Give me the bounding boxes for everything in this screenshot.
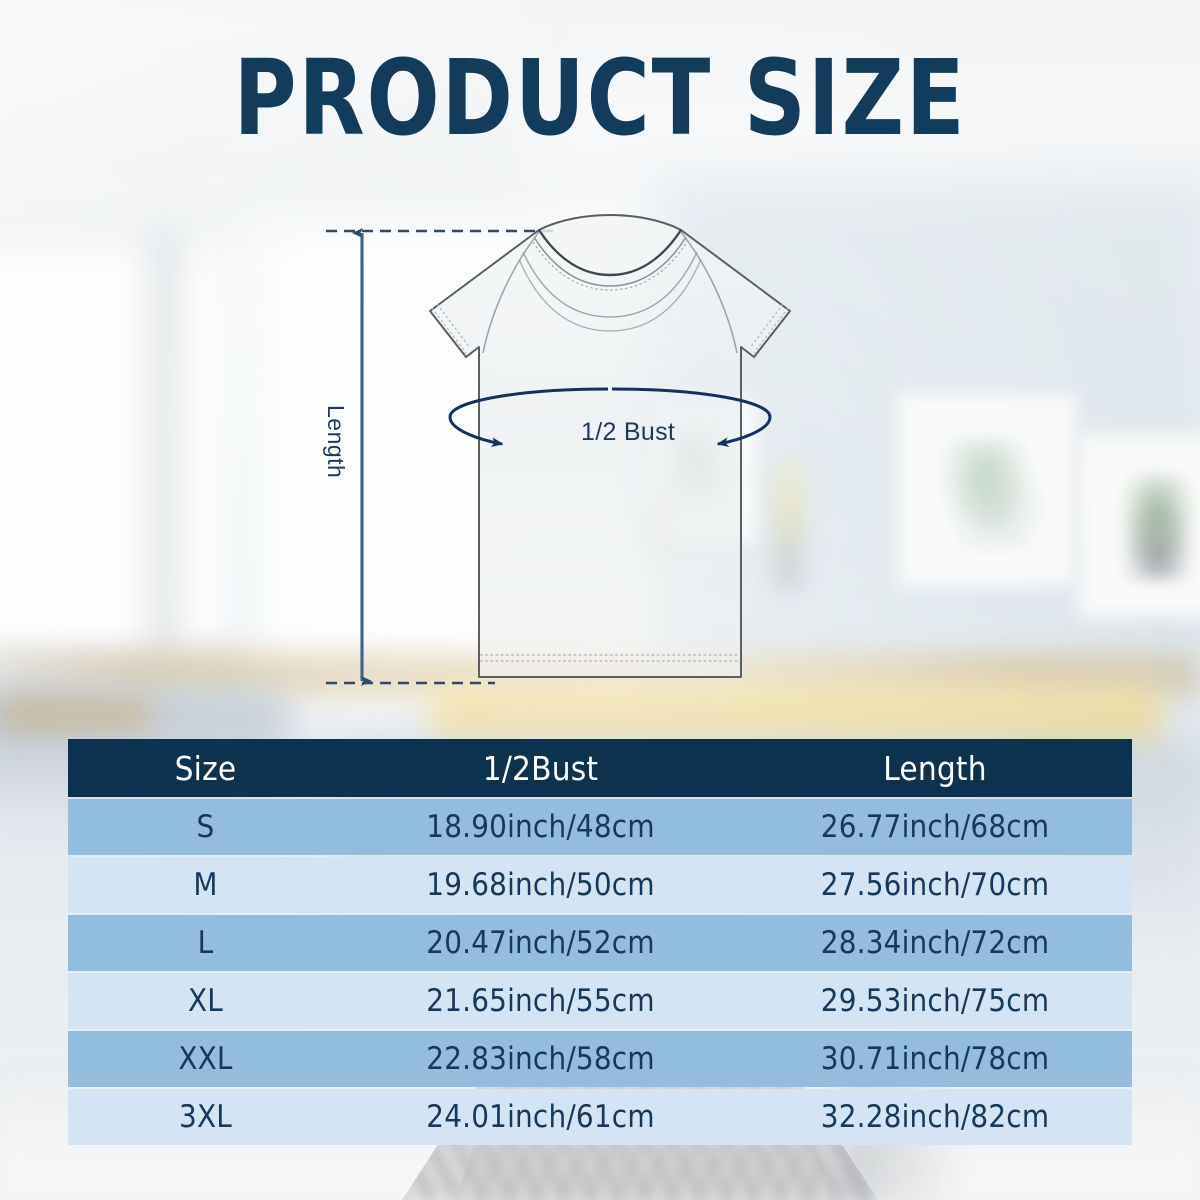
cell-length: 26.77inch/68cm (738, 799, 1132, 855)
length-measurement-label: Length (323, 405, 349, 479)
cell-size: L (68, 915, 343, 971)
table-header-row: Size 1/2Bust Length (68, 739, 1132, 797)
column-header-length: Length (738, 739, 1132, 797)
background-window-frame (150, 230, 180, 690)
cell-length: 28.34inch/72cm (738, 915, 1132, 971)
tshirt-cuff-stitch-right-b (749, 303, 784, 349)
tshirt-armhole-right (680, 231, 738, 354)
table-body: S 18.90inch/48cm 26.77inch/68cm M 19.68i… (68, 799, 1132, 1145)
cell-length: 27.56inch/70cm (738, 857, 1132, 913)
cell-bust: 19.68inch/50cm (343, 857, 738, 913)
bust-arc-right (611, 387, 772, 448)
tshirt-collar-band-1 (533, 236, 687, 287)
cell-bust: 21.65inch/55cm (343, 973, 738, 1029)
cell-size: M (68, 857, 343, 913)
size-chart-table: Size 1/2Bust Length S 18.90inch/48cm 26.… (68, 737, 1132, 1147)
tshirt-cuff-stitch-right-a (753, 307, 789, 354)
tshirt-diagram (320, 205, 900, 715)
column-header-bust: 1/2Bust (343, 739, 738, 797)
table-row: L 20.47inch/52cm 28.34inch/72cm (68, 915, 1132, 971)
cell-length: 29.53inch/75cm (738, 973, 1132, 1029)
table-header: Size 1/2Bust Length (68, 739, 1132, 797)
cell-bust: 22.83inch/58cm (343, 1031, 738, 1087)
background-decor-object-2 (760, 460, 816, 590)
background-picture-art-2 (935, 440, 1045, 550)
table-row: S 18.90inch/48cm 26.77inch/68cm (68, 799, 1132, 855)
tshirt-inner-neck-2 (518, 258, 702, 332)
table-row: 3XL 24.01inch/61cm 32.28inch/82cm (68, 1089, 1132, 1145)
cell-size: S (68, 799, 343, 855)
tshirt-silhouette (429, 214, 791, 678)
column-header-size: Size (68, 739, 343, 797)
cell-length: 30.71inch/78cm (738, 1031, 1132, 1087)
cell-bust: 18.90inch/48cm (343, 799, 738, 855)
background-picture-art-3 (1110, 475, 1200, 580)
page-title: PRODUCT SIZE (233, 37, 967, 159)
tshirt-armhole-left (482, 231, 540, 354)
background-window (0, 250, 230, 670)
bust-measurement-label: 1/2 Bust (581, 418, 676, 446)
tshirt-neckline-outer (537, 229, 683, 277)
table-row: XL 21.65inch/55cm 29.53inch/75cm (68, 973, 1132, 1029)
table-row: M 19.68inch/50cm 27.56inch/70cm (68, 857, 1132, 913)
cell-length: 32.28inch/82cm (738, 1089, 1132, 1145)
cell-size: XL (68, 973, 343, 1029)
tshirt-cuff-stitch-left-b (436, 303, 471, 349)
cell-size: XXL (68, 1031, 343, 1087)
cell-size: 3XL (68, 1089, 343, 1145)
tshirt-cuff-stitch-left-a (431, 307, 467, 354)
cell-bust: 20.47inch/52cm (343, 915, 738, 971)
tshirt-inner-neck-1 (522, 251, 698, 318)
tshirt-collar-stitching (532, 241, 688, 291)
table-row: XXL 22.83inch/58cm 30.71inch/78cm (68, 1031, 1132, 1087)
background-picture-frame-2 (895, 390, 1080, 590)
cell-bust: 24.01inch/61cm (343, 1089, 738, 1145)
background-sofa-arm (0, 700, 150, 730)
bust-arc-left (448, 387, 609, 448)
background-ceiling (0, 0, 520, 220)
